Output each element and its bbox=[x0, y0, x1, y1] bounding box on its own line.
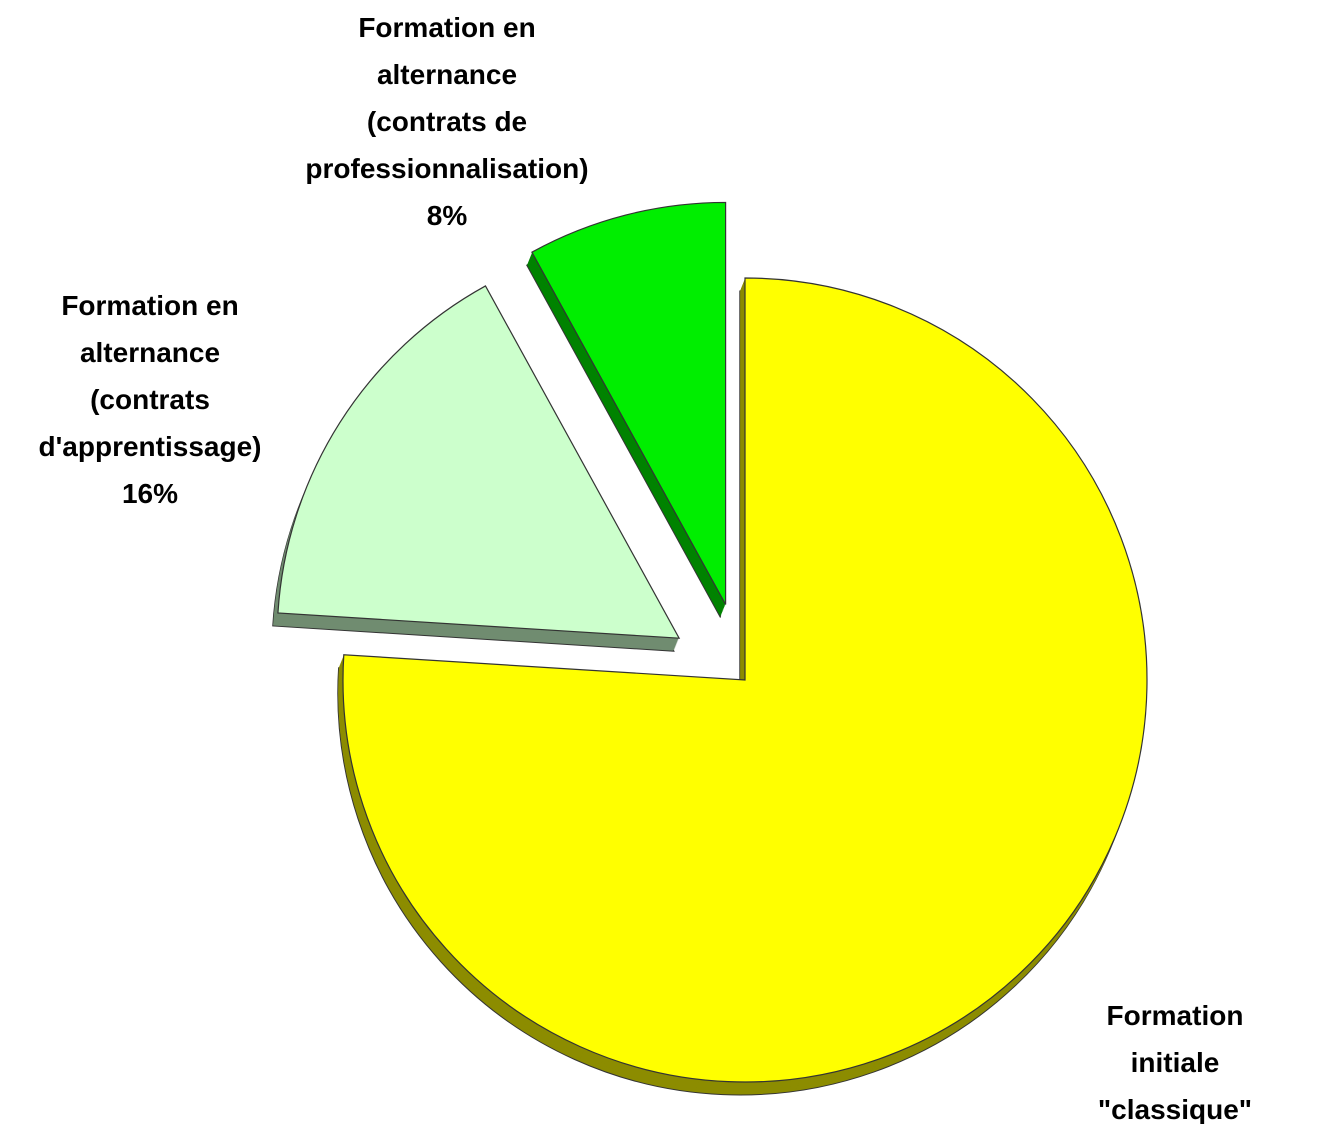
value-label: 8% bbox=[426, 200, 468, 231]
category-label: Formation initiale "classique" bbox=[1097, 1000, 1253, 1124]
slice bbox=[531, 201, 727, 605]
value-label: 16% bbox=[121, 478, 179, 509]
category-label: Formation en alternance (contrats d'appr… bbox=[38, 290, 262, 462]
category-label: Formation en alternance (contrats de pro… bbox=[305, 12, 589, 184]
slice bbox=[342, 277, 1148, 1083]
slice-label: Formation initiale "classique"76% bbox=[1098, 992, 1252, 1124]
slice bbox=[277, 285, 681, 639]
slice-label: Formation en alternance (contrats d'appr… bbox=[39, 282, 262, 517]
slice-label: Formation en alternance (contrats de pro… bbox=[305, 4, 588, 239]
